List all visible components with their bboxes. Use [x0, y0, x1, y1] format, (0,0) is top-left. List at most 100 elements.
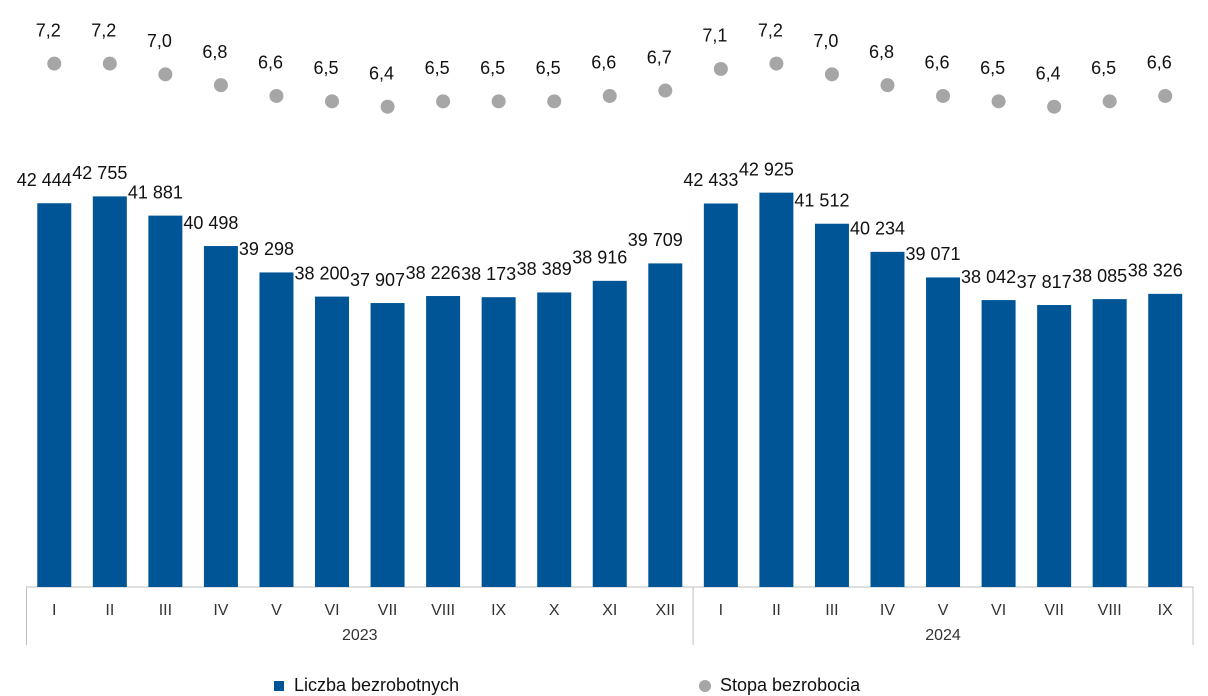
bar-value-label: 42 433	[683, 170, 738, 190]
dot	[213, 78, 228, 93]
dot	[991, 94, 1006, 109]
dot	[436, 94, 451, 109]
bar-value-label: 41 881	[128, 182, 183, 202]
bar-value-label: 42 755	[72, 163, 127, 183]
bar	[926, 277, 961, 587]
x-tick-label: V	[271, 602, 282, 619]
legend-label: Liczba bezrobotnych	[294, 675, 459, 695]
x-tick-label: VIII	[1098, 602, 1122, 619]
x-tick-label: VIII	[431, 602, 455, 619]
dot-value-label: 6,7	[647, 47, 672, 67]
dot	[1102, 94, 1117, 109]
bar	[259, 272, 294, 587]
dot	[1158, 88, 1173, 103]
group-label: 2023	[342, 627, 378, 644]
dot-value-label: 6,6	[591, 53, 616, 73]
bar	[1037, 305, 1072, 587]
bar	[592, 280, 627, 587]
bar	[1092, 299, 1127, 587]
x-tick-label: II	[772, 602, 781, 619]
bar-value-label: 42 925	[739, 159, 794, 179]
dot	[936, 88, 951, 103]
dot	[269, 88, 284, 103]
bar	[870, 251, 905, 588]
x-tick-label: I	[719, 602, 723, 619]
x-tick-label: IX	[1158, 602, 1173, 619]
bar-value-label: 38 173	[461, 264, 516, 284]
bar	[315, 296, 350, 587]
bar-value-label: 38 200	[294, 263, 349, 283]
bar	[537, 292, 572, 587]
dot	[658, 83, 673, 98]
dot-value-label: 6,6	[258, 53, 283, 73]
dot-value-label: 6,4	[1036, 63, 1061, 83]
x-tick-label: III	[159, 602, 172, 619]
dot-value-label: 6,5	[425, 58, 450, 78]
bar-value-label: 40 498	[183, 213, 238, 233]
x-tick-label: IX	[491, 602, 506, 619]
bar-value-label: 38 042	[961, 267, 1016, 287]
bar-value-label: 39 298	[239, 239, 294, 259]
bar-value-label: 39 709	[628, 230, 683, 250]
bar	[481, 297, 516, 587]
x-tick-label: XI	[602, 602, 617, 619]
dot	[102, 56, 117, 71]
x-tick-label: VII	[378, 602, 398, 619]
bar	[370, 303, 405, 587]
bar-value-label: 38 916	[572, 248, 627, 268]
dot	[325, 94, 340, 109]
x-tick-label: II	[105, 602, 114, 619]
dot-value-label: 6,5	[536, 58, 561, 78]
bar-value-label: 38 389	[517, 259, 572, 279]
dot-value-label: 6,8	[869, 42, 894, 62]
dot	[380, 99, 395, 114]
legend-swatch	[274, 681, 284, 691]
bar	[981, 300, 1016, 587]
dot-value-label: 6,6	[1147, 53, 1172, 73]
x-tick-label: III	[825, 602, 838, 619]
bar	[703, 203, 738, 587]
dot-value-label: 6,5	[1091, 58, 1116, 78]
dot-value-label: 7,1	[702, 26, 727, 46]
bar-value-label: 38 326	[1128, 261, 1183, 281]
x-tick-label: VII	[1044, 602, 1064, 619]
bar	[1148, 293, 1183, 587]
bar	[203, 246, 238, 587]
dot	[769, 56, 784, 71]
dot-value-label: 6,5	[980, 58, 1005, 78]
bar	[648, 263, 683, 587]
dot	[824, 67, 839, 82]
bar	[814, 223, 849, 587]
dot-value-label: 6,8	[202, 42, 227, 62]
bar-value-label: 40 234	[850, 219, 905, 239]
bar-value-label: 42 444	[17, 170, 72, 190]
dot-value-label: 7,2	[91, 20, 116, 40]
x-tick-label: IV	[880, 602, 895, 619]
bar-value-label: 38 085	[1072, 266, 1127, 286]
dot-value-label: 6,4	[369, 63, 394, 83]
bar-value-label: 37 817	[1017, 272, 1072, 292]
dot-value-label: 7,2	[36, 20, 61, 40]
bar	[759, 192, 794, 587]
dot-value-label: 6,5	[480, 58, 505, 78]
bar	[92, 196, 127, 587]
legend-label: Stopa bezrobocia	[720, 675, 861, 695]
dot-value-label: 7,0	[813, 31, 838, 51]
x-tick-label: VI	[324, 602, 339, 619]
bar-value-label: 38 226	[406, 263, 461, 283]
dot-value-label: 7,0	[147, 31, 172, 51]
bar	[426, 296, 461, 587]
dot	[602, 88, 617, 103]
bar-value-label: 41 512	[794, 190, 849, 210]
legend-swatch	[699, 680, 711, 692]
dot	[158, 67, 173, 82]
x-tick-label: XII	[656, 602, 676, 619]
bar-value-label: 37 907	[350, 270, 405, 290]
x-tick-label: VI	[991, 602, 1006, 619]
dot	[880, 78, 895, 93]
dot	[491, 94, 506, 109]
group-label: 2024	[925, 627, 961, 644]
dot-value-label: 7,2	[758, 20, 783, 40]
bar	[37, 203, 72, 587]
